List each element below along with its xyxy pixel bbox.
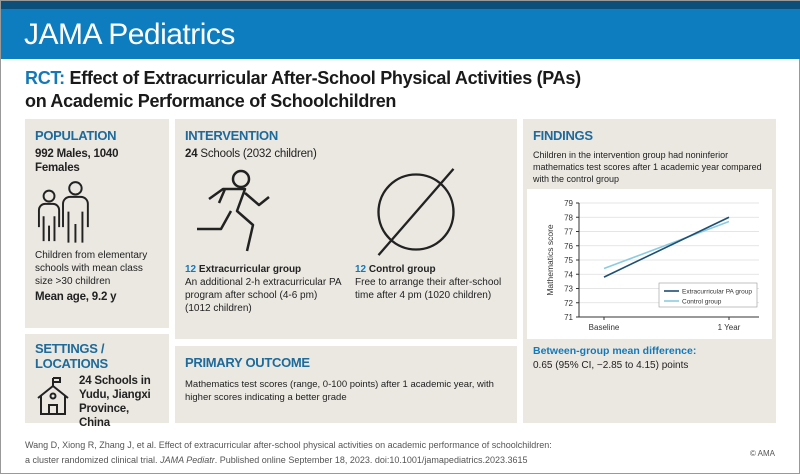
- group1-desc: An additional 2-h extracurricular PA pro…: [185, 277, 342, 314]
- findings-text: Children in the intervention group had n…: [533, 150, 762, 184]
- y-axis-label: Mathematics score: [545, 224, 555, 296]
- title-line2: on Academic Performance of Schoolchildre…: [25, 91, 397, 111]
- title-line1: Effect of Extracurricular After-School P…: [69, 68, 582, 88]
- school-icon: [37, 377, 69, 415]
- citation-line1: Wang D, Xiong R, Zhang J, et al. Effect …: [25, 440, 552, 450]
- legend-label: Extracurricular PA group: [682, 289, 752, 296]
- outcome-heading: PRIMARY OUTCOME: [185, 355, 310, 370]
- legend-label: Control group: [682, 299, 722, 306]
- citation-line2a: a cluster randomized clinical trial.: [25, 455, 158, 465]
- y-tick-label: 71: [564, 313, 573, 322]
- title-prefix: RCT:: [25, 68, 65, 88]
- population-description: Children from elementary schools with me…: [35, 250, 148, 287]
- outcome-panel: PRIMARY OUTCOME Mathematics test scores …: [175, 346, 517, 423]
- y-tick-label: 78: [564, 213, 573, 222]
- copyright: © AMA: [749, 449, 775, 458]
- intervention-panel: INTERVENTION 24 Schools (2032 children) …: [175, 119, 517, 339]
- group1-label: Extracurricular group: [198, 264, 302, 275]
- group2-desc: Free to arrange their after-school time …: [355, 277, 502, 301]
- x-tick-label: 1 Year: [718, 323, 741, 332]
- intervention-heading: INTERVENTION: [185, 128, 278, 143]
- population-heading: POPULATION: [35, 128, 117, 143]
- y-tick-label: 73: [564, 285, 573, 294]
- population-panel: POPULATION 992 Males, 1040 Females Child…: [25, 119, 169, 328]
- children-icon: [37, 181, 89, 243]
- population-age: Mean age, 9.2 y: [35, 291, 117, 303]
- diff-label: Between-group mean difference:: [533, 345, 697, 357]
- population-counts: 992 Males, 1040 Females: [35, 148, 119, 174]
- y-tick-label: 76: [564, 242, 573, 251]
- chart-area: 71 72 73 74 75 76 77 78 79 Baseline 1 Year Mathemat…: [527, 189, 772, 339]
- journal-abbr: JAMA Pediatr: [160, 455, 215, 465]
- settings-heading: SETTINGS / LOCATIONS: [35, 341, 108, 371]
- x-tick-label: Baseline: [589, 323, 620, 332]
- top-strip: [1, 1, 800, 9]
- page-title: RCT: Effect of Extracurricular After-Sch…: [25, 67, 581, 113]
- findings-heading: FINDINGS: [533, 128, 593, 143]
- legend-box: [658, 282, 758, 308]
- running-person-icon: [197, 169, 270, 252]
- schools-count: 24: [185, 148, 198, 160]
- diff-value: 0.65 (95% CI, −2.85 to 4.15) points: [533, 360, 689, 371]
- settings-panel: SETTINGS / LOCATIONS 24 Schools in Yudu,…: [25, 334, 169, 429]
- y-tick-label: 72: [564, 299, 573, 308]
- group2-label: Control group: [368, 264, 436, 275]
- y-tick-label: 75: [564, 256, 573, 265]
- series-line: [603, 216, 730, 278]
- y-tick-label: 79: [564, 199, 573, 208]
- journal-name: JAMA Pediatrics: [24, 18, 235, 51]
- group1-count: 12: [185, 264, 197, 275]
- null-circle-icon: [377, 168, 455, 256]
- settings-text: 24 Schools in Yudu, Jiangxi Province, Ch…: [79, 375, 151, 429]
- line-chart: 71 72 73 74 75 76 77 78 79 Baseline 1 Year Mathemat…: [545, 199, 759, 332]
- findings-panel: FINDINGS Children in the intervention gr…: [523, 119, 776, 423]
- group2-count: 12: [355, 264, 367, 275]
- series-line: [603, 220, 730, 270]
- y-tick-label: 77: [564, 228, 573, 237]
- citation: Wang D, Xiong R, Zhang J, et al. Effect …: [25, 438, 552, 468]
- outcome-text: Mathematics test scores (range, 0-100 po…: [185, 379, 494, 403]
- schools-text: Schools (2032 children): [200, 148, 317, 160]
- citation-line2b: . Published online September 18, 2023. d…: [214, 455, 528, 465]
- journal-header: JAMA Pediatrics: [1, 9, 800, 59]
- y-tick-label: 74: [564, 270, 573, 279]
